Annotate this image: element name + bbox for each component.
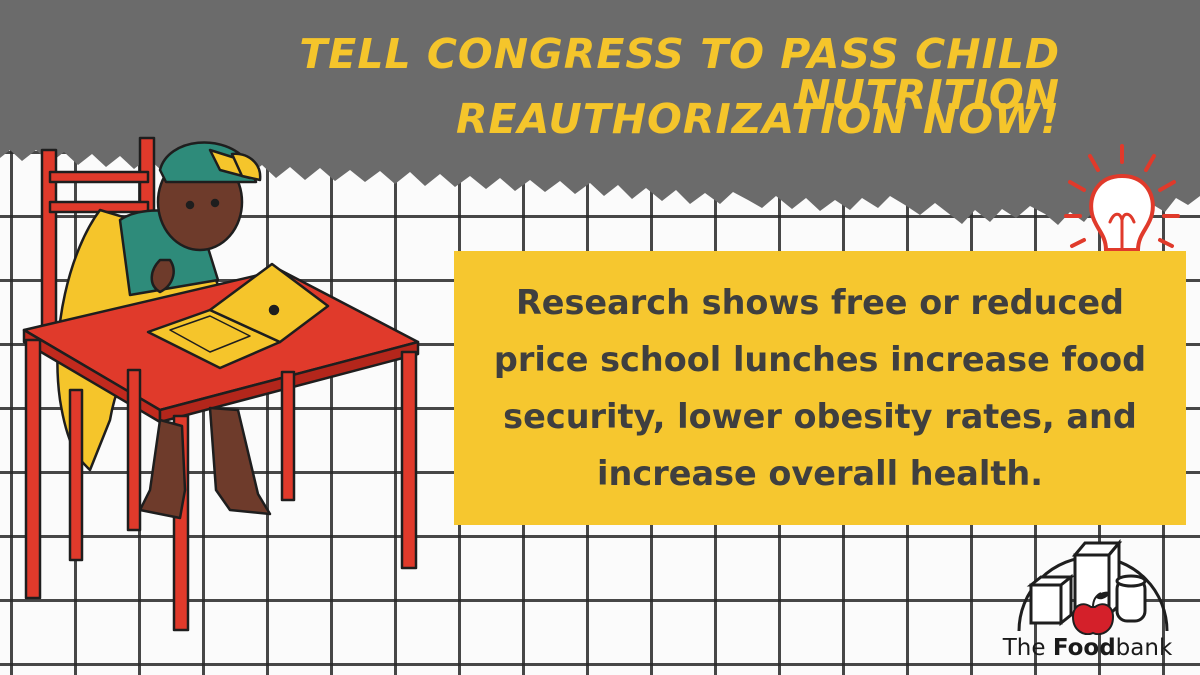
logo-word-bank: bank [1115,635,1173,661]
foodbank-logo-icon [1017,538,1169,635]
foodbank-logo-label: The Foodbank [985,635,1190,661]
logo-word-the: The [1002,635,1046,661]
lightbulb-icon [1064,144,1180,282]
headline-line-2: REAUTHORIZATION NOW! [455,95,1060,143]
research-text: Research shows free or reduced price sch… [493,283,1147,493]
research-callout: Research shows free or reduced price sch… [454,251,1186,525]
torn-paper-header [0,0,1200,225]
child-at-desk-illustration [22,136,420,632]
foodbank-logo: The Foodbank [985,535,1195,670]
logo-word-food: Food [1052,635,1116,661]
headline-line-1: TELL CONGRESS TO PASS CHILD NUTRITION [299,30,1060,119]
